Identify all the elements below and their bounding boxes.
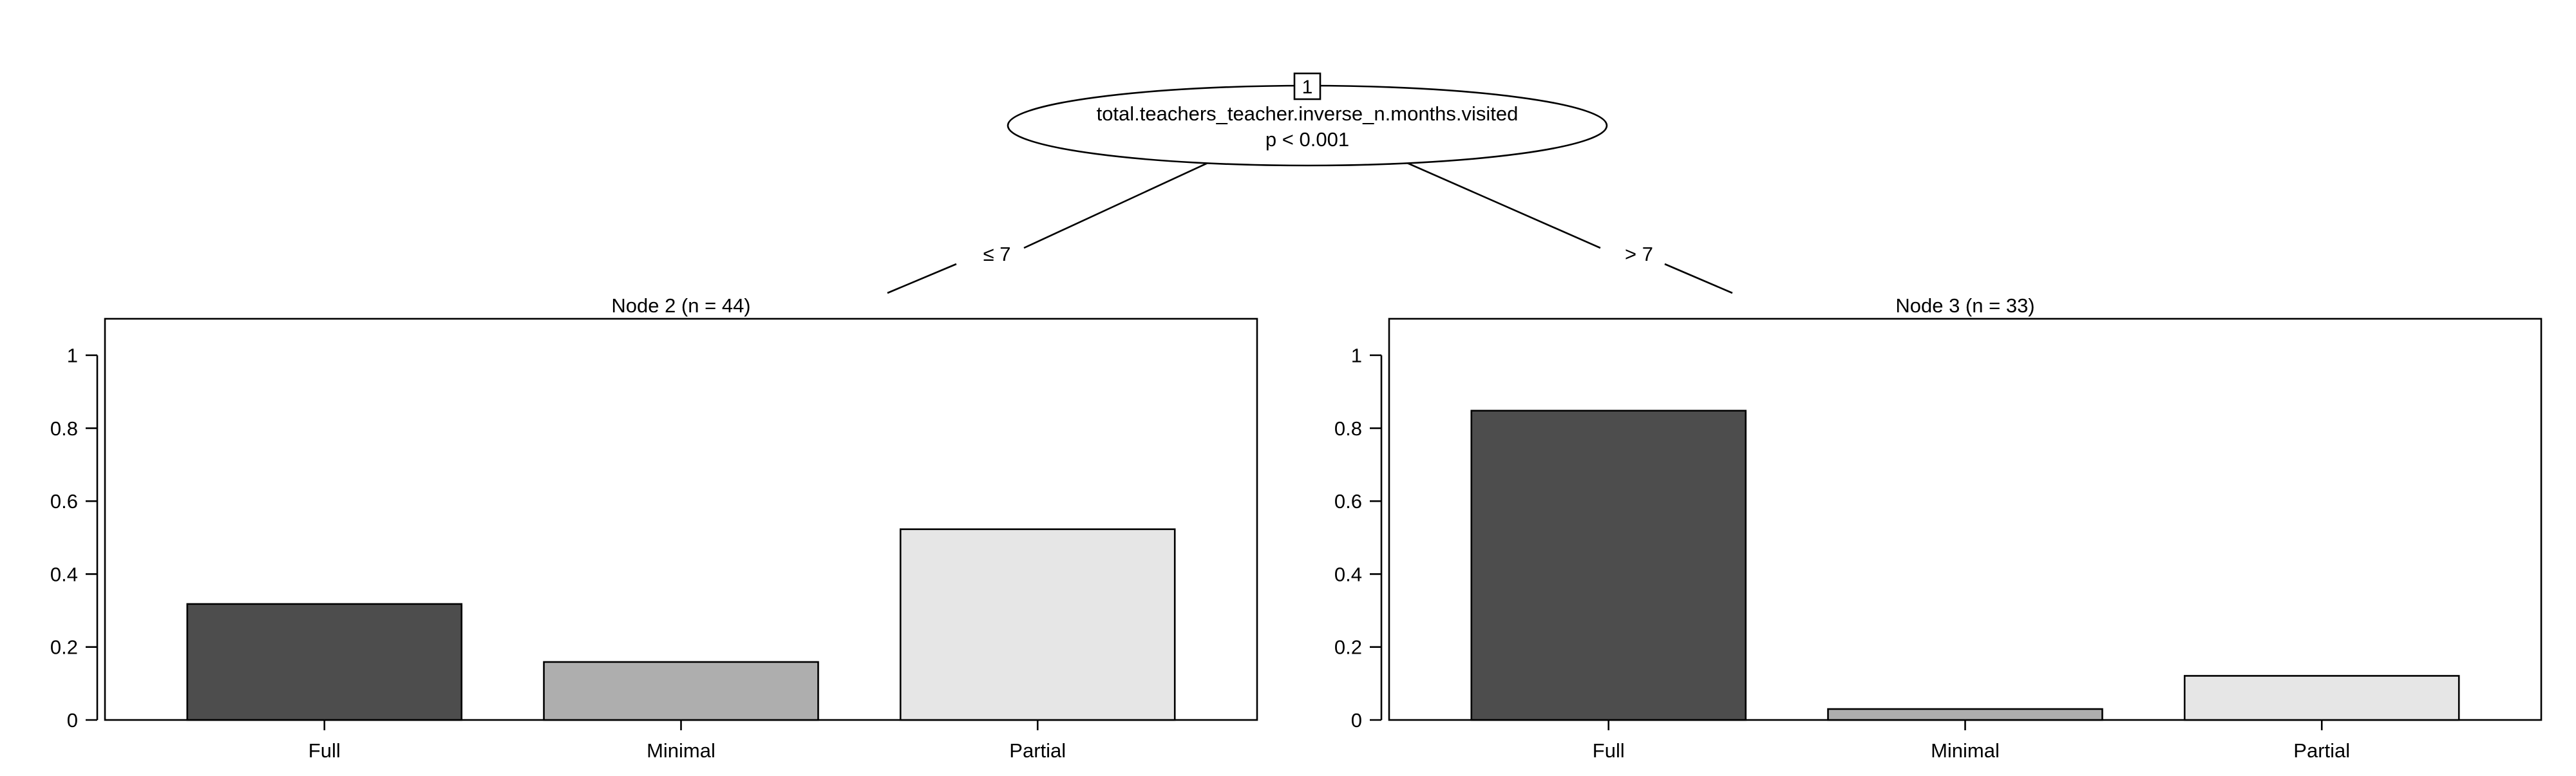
y-tick-label: 0.6: [1334, 490, 1362, 513]
x-tick-label: Partial: [1009, 739, 1066, 762]
panel-title: Node 2 (n = 44): [611, 294, 750, 317]
terminal-node-3-panel: Node 3 (n = 33) 0 0.2 0.4 0.6 0.8 1 Full Minimal…: [1334, 294, 2543, 762]
terminal-node-2-panel: Node 2 (n = 44) 0 0.2 0.4 0.6 0.8 1 Full Minimal…: [50, 294, 1258, 762]
y-tick-label: 1: [1351, 345, 1362, 367]
edge-right-lower: [1664, 263, 1733, 294]
root-node-variable: total.teachers_teacher.inverse_n.months.…: [1097, 102, 1519, 125]
x-tick-label: Partial: [2293, 739, 2350, 762]
edge-right-upper: [1402, 160, 1601, 249]
root-node-p-value: p < 0.001: [1265, 128, 1349, 151]
bar-partial: [899, 528, 1176, 721]
bar-full: [1470, 410, 1747, 721]
y-tick-label: 0: [1351, 709, 1362, 732]
x-tick-label: Minimal: [1931, 739, 2000, 762]
x-tick-label: Minimal: [647, 739, 715, 762]
y-tick-label: 0.2: [1334, 636, 1362, 659]
y-tick-label: 0.2: [50, 636, 78, 659]
bar-partial: [2183, 675, 2460, 721]
y-tick-label: 0.8: [1334, 417, 1362, 440]
edge-left-upper: [1023, 160, 1213, 249]
y-tick-label: 0.8: [50, 417, 78, 440]
bar-full: [186, 603, 463, 721]
y-tick-label: 0.4: [1334, 563, 1362, 585]
x-tick-label: Full: [308, 739, 341, 762]
edge-left-lower: [887, 263, 957, 294]
root-node-id-box: [1293, 72, 1321, 100]
bar-minimal: [543, 661, 819, 721]
y-tick-label: 0.4: [50, 563, 78, 585]
edge-label-left: ≤ 7: [983, 243, 1011, 265]
panel-title: Node 3 (n = 33): [1895, 294, 2034, 317]
x-tick-label: Full: [1593, 739, 1625, 762]
root-node-id: 1: [1302, 77, 1313, 98]
y-tick-label: 1: [67, 345, 78, 367]
y-tick-label: 0: [67, 709, 78, 732]
bar-minimal: [1827, 708, 2103, 721]
edge-label-right: > 7: [1625, 243, 1653, 265]
y-tick-label: 0.6: [50, 490, 78, 513]
